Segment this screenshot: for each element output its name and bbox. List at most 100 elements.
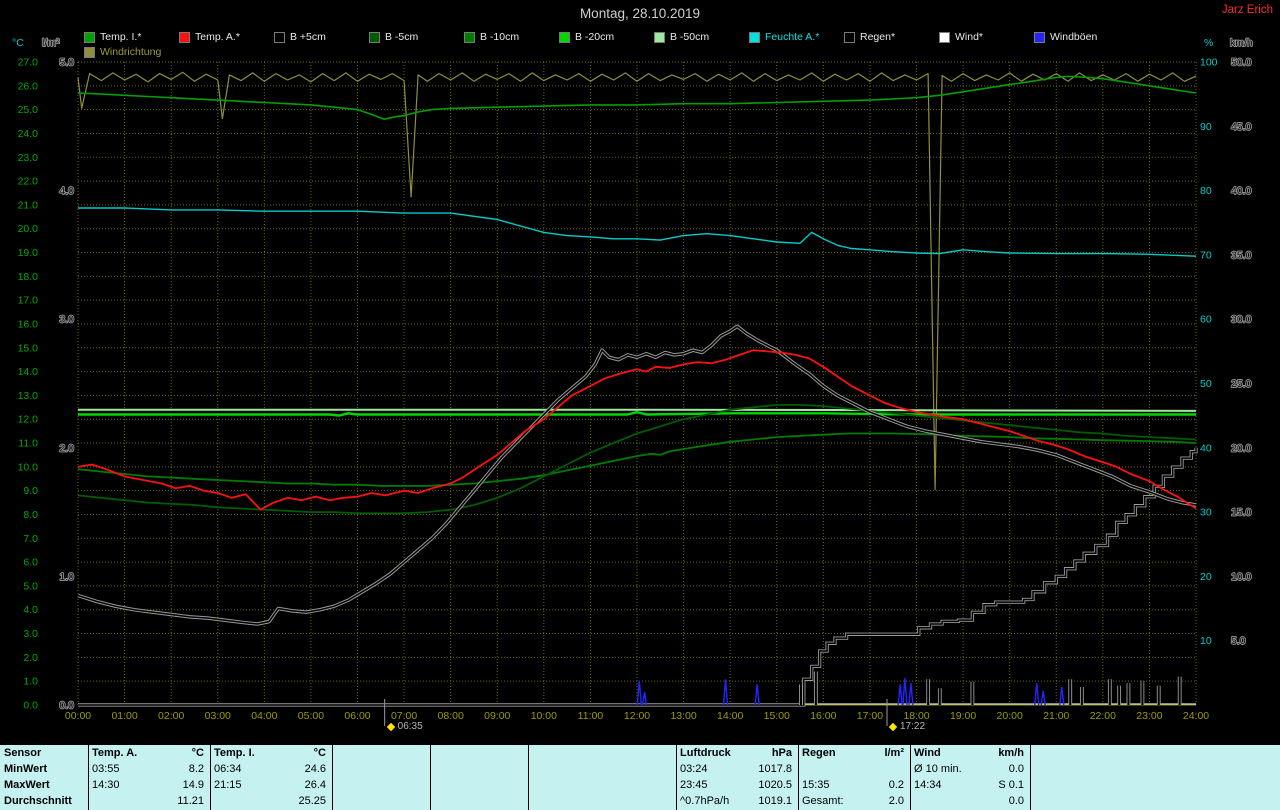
table-max-Wind: 14:34 S 0.1 [914,779,1024,791]
series-b_m50 [78,408,1197,412]
legend-label-b_m20: B -20cm [575,31,615,43]
svg-text:03:00: 03:00 [205,710,231,722]
legend-label-regen: Regen* [860,31,896,43]
svg-text:30.0: 30.0 [1231,314,1252,326]
svg-text:l/m²: l/m² [42,37,60,49]
legend-item-b_m5[interactable]: B -5cm [369,31,464,43]
table-avg-Regen: Gesamt: 2.0 [802,795,904,807]
sunset-marker: 17:22 [888,721,925,732]
table-header-Temp. A.: Temp. A. °C [92,747,204,759]
legend-label-feuchte_a: Feuchte A.* [765,31,820,43]
legend-label-windrichtung: Windrichtung [100,46,162,58]
table-separator [210,745,211,810]
svg-text:17:00: 17:00 [857,710,883,722]
svg-text:100: 100 [1200,57,1218,69]
svg-text:09:00: 09:00 [484,710,510,722]
legend-item-windrichtung[interactable]: Windrichtung [84,46,179,58]
svg-text:16:00: 16:00 [810,710,836,722]
series-temp_a [77,349,1197,511]
table-header-Luftdruck: Luftdruck hPa [680,747,792,759]
table-header-Wind: Wind km/h [914,747,1024,759]
legend-label-wind: Wind* [955,31,984,43]
svg-text:21.0: 21.0 [18,199,39,211]
svg-text:23:00: 23:00 [1136,710,1162,722]
svg-text:27.0: 27.0 [18,57,39,69]
svg-text:06:00: 06:00 [344,710,370,722]
chart-plot-area[interactable]: 0.0 1.0 2.0 3.0 4.0 5.0 6.0 7.0 8.0 9.0 10.0 11.0 12… [0,0,1280,745]
legend-swatch-b_m10 [464,31,475,43]
table-separator [1030,745,1031,810]
svg-text:6.0: 6.0 [23,557,38,569]
legend-item-temp_i[interactable]: Temp. I.* [84,31,179,43]
svg-text:15.0: 15.0 [1231,507,1252,519]
watermark: Jarz Erich [1221,4,1273,16]
svg-text:%: % [1204,37,1213,49]
legend-item-regen[interactable]: Regen* [844,31,939,43]
table-separator [910,745,911,810]
stats-table: Sensor MinWert MaxWert Durchschnitt Temp. A.… [0,745,1280,810]
legend-item-temp_a[interactable]: Temp. A.* [179,31,274,43]
svg-text:23.0: 23.0 [18,152,39,164]
svg-text:40: 40 [1200,442,1212,454]
svg-text:17.0: 17.0 [18,295,39,307]
svg-text:19:00: 19:00 [950,710,976,722]
table-min-Wind: Ø 10 min. 0.0 [914,763,1024,775]
series-b_p5 [77,324,1197,626]
table-separator [798,745,799,810]
svg-text:15.0: 15.0 [18,342,39,354]
table-min-Temp. I.: 06:34 24.6 [214,763,326,775]
svg-text:20: 20 [1200,571,1212,583]
grid [77,61,1197,706]
svg-text:20.0: 20.0 [18,223,39,235]
table-row-label-sensor: Sensor [4,747,42,759]
legend-label-b_m50: B -50cm [670,31,710,43]
svg-text:70: 70 [1200,249,1212,261]
legend-label-b_m5: B -5cm [385,31,419,43]
svg-text:19.0: 19.0 [18,247,39,259]
svg-text:30: 30 [1200,507,1212,519]
svg-text:11:00: 11:00 [578,710,604,722]
svg-text:50.0: 50.0 [1231,57,1252,69]
svg-text:60: 60 [1200,314,1212,326]
legend-item-b_p5[interactable]: B +5cm [274,31,369,43]
svg-text:1.0: 1.0 [23,676,38,688]
table-row-label-durchschnitt: Durchschnitt [4,795,72,807]
svg-text:14:00: 14:00 [717,710,743,722]
legend-swatch-feuchte_a [749,31,760,43]
svg-text:18.0: 18.0 [18,271,39,283]
svg-text:04:00: 04:00 [251,710,277,722]
svg-text:01:00: 01:00 [111,710,137,722]
table-header-Temp. I.: Temp. I. °C [214,747,326,759]
svg-text:10.0: 10.0 [18,461,39,473]
svg-text:24:00: 24:00 [1183,710,1209,722]
table-max-Temp. A.: 14:30 14.9 [92,779,204,791]
svg-text:2.0: 2.0 [59,442,74,454]
series-b_m5 [77,403,1197,515]
legend-item-b_m10[interactable]: B -10cm [464,31,559,43]
table-avg-Luftdruck: ^0.7hPa/h 1019.1 [680,795,792,807]
legend-swatch-wind [939,31,950,43]
table-max-Temp. I.: 21:15 26.4 [214,779,326,791]
svg-text:02:00: 02:00 [158,710,184,722]
table-separator [332,745,333,810]
series-b_m10 [77,432,1197,487]
legend-label-temp_i: Temp. I.* [100,31,142,43]
table-max-Regen: 15:35 0.2 [802,779,904,791]
legend-item-feuchte_a[interactable]: Feuchte A.* [749,31,844,43]
table-min-Luftdruck: 03:24 1017.8 [680,763,792,775]
legend-swatch-regen [844,31,855,43]
svg-text:18:00: 18:00 [903,710,929,722]
svg-text:3.0: 3.0 [59,314,74,326]
table-header-Regen: Regen l/m² [802,747,904,759]
svg-text:0.0: 0.0 [23,700,38,712]
legend-item-wind[interactable]: Wind* [939,31,1034,43]
svg-text:40.0: 40.0 [1231,185,1252,197]
svg-text:20.0: 20.0 [1231,442,1252,454]
legend-swatch-temp_i [84,31,95,43]
legend-item-windboeen[interactable]: Windböen [1034,31,1129,43]
svg-text:7.0: 7.0 [23,533,38,545]
legend-item-b_m20[interactable]: B -20cm [559,31,654,43]
legend-item-b_m50[interactable]: B -50cm [654,31,749,43]
legend-swatch-windrichtung [84,46,95,58]
